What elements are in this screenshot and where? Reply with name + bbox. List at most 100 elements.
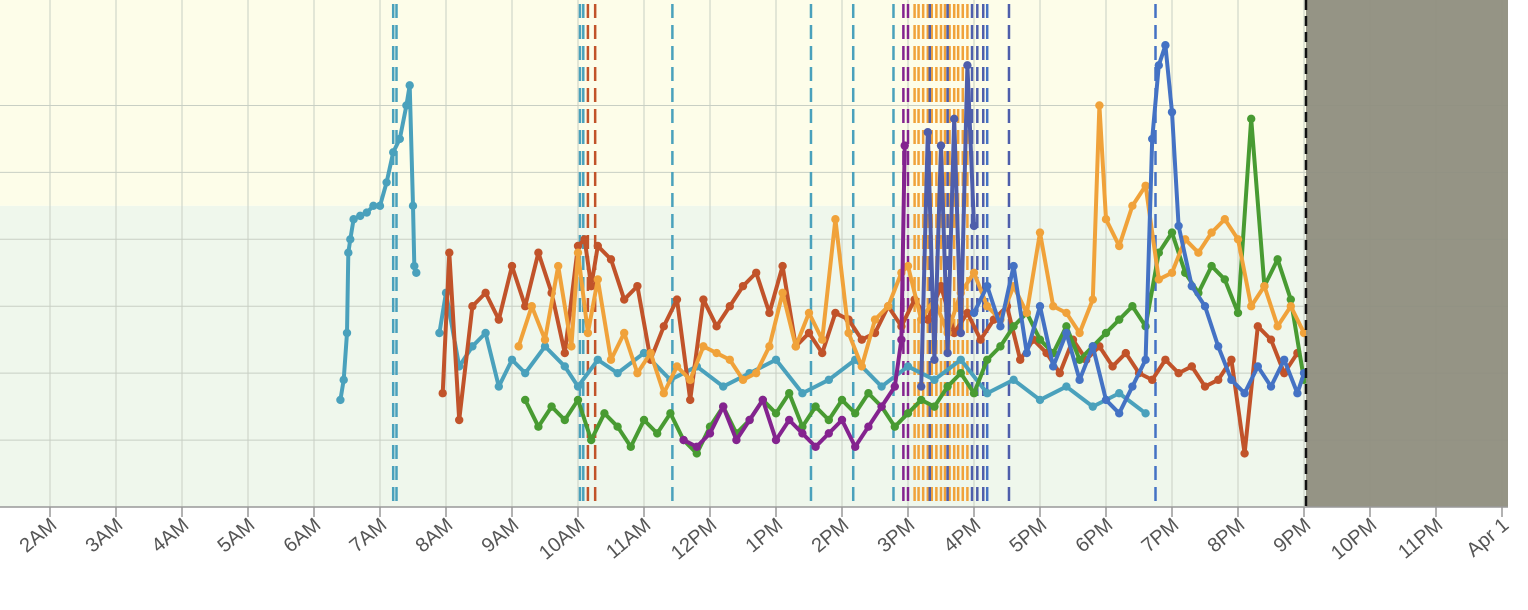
data-point [375,201,385,211]
data-point [1115,409,1124,418]
data-point [1148,375,1157,385]
data-point [1101,395,1111,405]
data-point [771,355,781,364]
data-point [686,375,695,385]
data-point [507,355,517,364]
data-point [573,382,583,391]
data-point [1035,335,1045,344]
data-point [507,261,517,271]
data-point [752,368,761,378]
data-point [560,415,569,425]
data-point [996,342,1005,351]
data-point [811,402,820,411]
data-point [778,261,787,271]
data-point [445,248,454,257]
data-point [1253,322,1263,331]
data-point [870,315,880,324]
data-point [857,335,866,344]
data-point [659,389,668,398]
data-point [1062,308,1071,318]
data-point [408,201,418,211]
data-point [877,402,886,411]
data-point [785,415,794,425]
data-point [1022,348,1031,358]
data-point [785,389,794,398]
data-point [659,322,668,331]
data-point [587,435,596,445]
data-point [560,348,569,358]
data-point [917,395,926,405]
data-point [593,241,602,251]
data-point [560,362,569,371]
data-point [1088,402,1098,411]
data-point [969,268,979,277]
data-point [666,409,675,418]
data-point [1233,235,1243,244]
data-point [818,335,827,344]
x-tick-label: 7AM [346,514,392,557]
data-point [712,348,721,358]
data-point [917,382,926,391]
data-point [369,201,378,211]
data-point [583,328,593,338]
data-point [1154,275,1164,284]
data-point [804,328,814,338]
x-tick-label: 11AM [602,514,655,563]
data-point [699,342,708,351]
x-tick-label: 1PM [742,514,788,557]
data-point [362,208,371,217]
data-point [1088,295,1098,304]
data-point [963,61,972,70]
data-point [1167,228,1177,237]
data-point [890,382,899,391]
data-point [831,215,840,224]
data-point [976,335,985,344]
data-point [1161,355,1170,364]
data-point [540,335,550,344]
data-point [930,375,939,385]
data-point [573,395,583,405]
data-point [620,328,629,338]
data-point [514,342,523,351]
data-point [950,328,959,338]
data-point [402,101,411,110]
data-point [606,355,616,364]
data-point [983,281,992,291]
data-point [877,382,886,391]
data-point [791,342,800,351]
data-point [1128,302,1137,311]
background-bands [0,0,1508,508]
x-axis-ticks: 2AM 3AM 4AM 5AM 6AM 7AM 8AM 9AM 10AM 11AM 12PM 1PM 2… [16,507,1513,564]
data-point [593,275,602,284]
data-point [1095,101,1104,110]
data-point [435,328,444,338]
data-point [1154,61,1164,70]
data-point [851,409,860,418]
data-point [758,395,767,405]
data-point [804,308,814,318]
data-point [1108,362,1117,371]
data-point [672,362,682,371]
data-point [745,415,754,425]
data-point [573,241,583,251]
data-point [342,328,352,338]
data-point [818,348,827,358]
data-point [712,322,721,331]
data-point [1009,322,1018,331]
data-point [620,295,629,304]
data-point [1088,342,1098,351]
data-point [1293,389,1302,398]
data-point [1247,114,1256,124]
x-tick-label: 11PM [1394,514,1447,563]
data-point [798,429,807,438]
data-point [956,328,965,338]
data-point [969,308,979,318]
data-point [344,248,353,257]
data-point [1121,348,1131,358]
data-point [600,409,609,418]
data-point [1240,449,1249,458]
data-point [468,302,477,311]
data-point [963,308,972,318]
x-tick-label: 5AM [214,514,260,557]
data-point [1075,375,1084,385]
